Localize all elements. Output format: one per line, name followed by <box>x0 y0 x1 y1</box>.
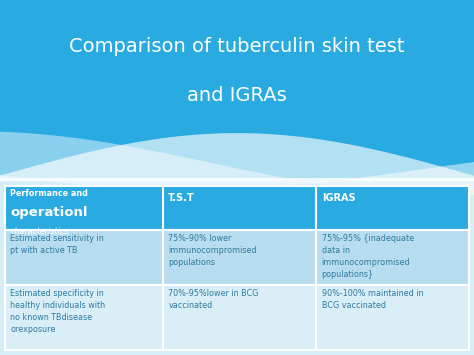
Text: Comparison of tuberculin skin test: Comparison of tuberculin skin test <box>69 37 405 56</box>
FancyBboxPatch shape <box>5 230 163 285</box>
Polygon shape <box>0 132 474 195</box>
FancyBboxPatch shape <box>5 285 163 350</box>
Text: operationl: operationl <box>10 206 88 219</box>
Text: 75%-95% {inadequate
data in
immunocompromised
populations}: 75%-95% {inadequate data in immunocompro… <box>322 234 414 279</box>
FancyBboxPatch shape <box>163 285 316 350</box>
Text: 75%-90% lower
immunocompromised
populations: 75%-90% lower immunocompromised populati… <box>168 234 257 267</box>
FancyBboxPatch shape <box>316 285 469 350</box>
Text: and IGRAs: and IGRAs <box>187 86 287 105</box>
Text: T.S.T: T.S.T <box>168 193 195 203</box>
FancyBboxPatch shape <box>316 230 469 285</box>
FancyBboxPatch shape <box>5 186 163 230</box>
Text: Estimated specificity in
healthy individuals with
no known TBdisease
orexposure: Estimated specificity in healthy individ… <box>10 289 106 334</box>
Text: characteristics: characteristics <box>10 227 69 236</box>
FancyBboxPatch shape <box>316 186 469 230</box>
Text: IGRAS: IGRAS <box>322 193 356 203</box>
FancyBboxPatch shape <box>0 0 474 178</box>
Text: 70%-95%lower in BCG
vaccinated: 70%-95%lower in BCG vaccinated <box>168 289 259 310</box>
Polygon shape <box>0 133 474 181</box>
Polygon shape <box>0 162 474 190</box>
Text: 90%-100% maintained in
BCG vaccinated: 90%-100% maintained in BCG vaccinated <box>322 289 423 310</box>
FancyBboxPatch shape <box>163 230 316 285</box>
FancyBboxPatch shape <box>163 186 316 230</box>
Text: Estimated sensitivity in
pt with active TB: Estimated sensitivity in pt with active … <box>10 234 104 255</box>
Text: Performance and: Performance and <box>10 189 88 198</box>
